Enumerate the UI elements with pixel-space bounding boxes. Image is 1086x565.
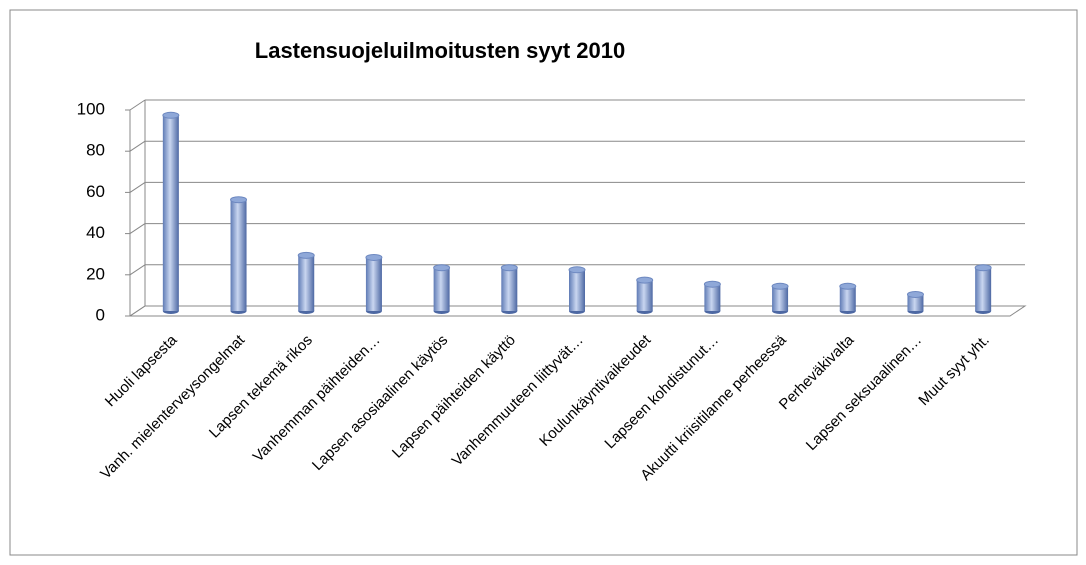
bar: [433, 267, 450, 311]
bar: [501, 267, 518, 311]
grid-line-side: [129, 99, 146, 111]
bar-top: [365, 253, 383, 261]
y-tick-label: 40: [86, 223, 105, 242]
grid-line-side: [129, 264, 146, 276]
bar: [569, 269, 585, 311]
bar: [704, 284, 721, 311]
bar: [975, 267, 992, 311]
y-tick-label: 0: [96, 305, 105, 324]
bar-top: [297, 251, 315, 259]
bar-top: [500, 264, 518, 272]
bar-top: [230, 196, 248, 204]
bar-top: [771, 282, 789, 290]
grid-line-side: [129, 181, 146, 193]
bar: [298, 255, 315, 311]
y-tick-label: 20: [86, 264, 105, 283]
bar: [636, 280, 653, 311]
bar-top: [636, 276, 654, 284]
bar: [772, 286, 789, 311]
bar: [907, 294, 924, 311]
bar: [839, 286, 856, 311]
grid-line-side: [129, 305, 146, 317]
grid-line-side: [129, 140, 146, 152]
bar-top: [906, 291, 924, 299]
bar: [162, 115, 179, 311]
grid-line-side: [129, 223, 146, 235]
bar-top: [433, 264, 451, 272]
bar-top: [568, 266, 586, 274]
chart-frame: [9, 9, 1078, 556]
bar-top: [974, 264, 992, 272]
bar-top: [839, 282, 857, 290]
bar: [230, 199, 247, 311]
bar: [365, 257, 382, 311]
y-tick-label: 100: [77, 99, 105, 118]
y-tick-label: 80: [86, 141, 105, 160]
chart-title: Lastensuojeluilmoitusten syyt 2010: [255, 38, 625, 63]
y-tick-label: 60: [86, 182, 105, 201]
bar-top: [162, 111, 180, 119]
bar-top: [703, 280, 721, 288]
